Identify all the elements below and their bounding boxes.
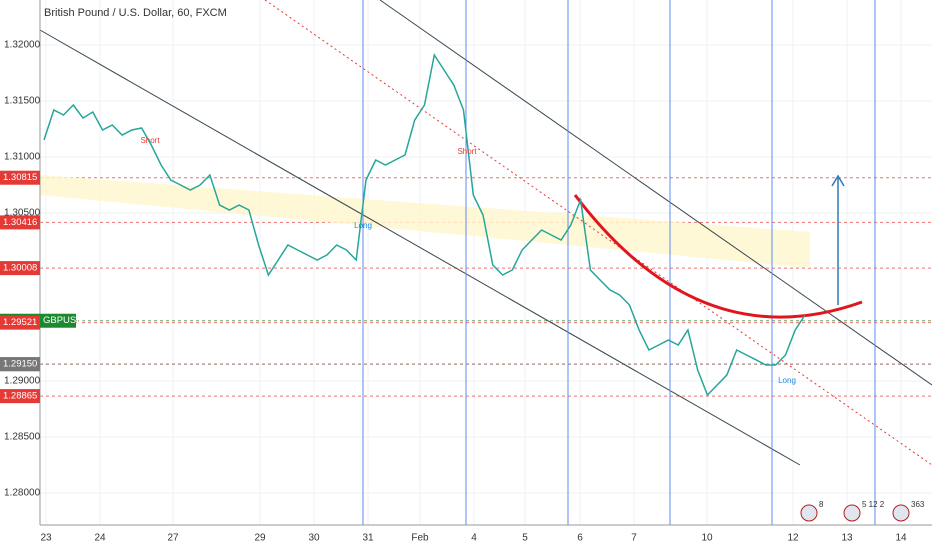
event-icon <box>800 504 818 522</box>
x-tick-label: 31 <box>362 533 374 544</box>
y-tick-label: 1.31000 <box>4 152 41 163</box>
x-tick-label: 24 <box>94 533 106 544</box>
x-tick-label: Feb <box>411 533 429 544</box>
curve <box>573 194 863 319</box>
price-tag-label: 1.30008 <box>3 263 37 274</box>
price-tag <box>0 261 40 276</box>
x-tick-label: 13 <box>841 533 853 544</box>
chart-title: British Pound / U.S. Dollar, 60, FXCM <box>44 7 227 19</box>
grid <box>40 0 932 525</box>
signal-label: Long <box>778 376 796 385</box>
signal-label: Long <box>354 221 372 230</box>
x-tick-label: 10 <box>701 533 713 544</box>
x-tick-label: 12 <box>787 533 799 544</box>
plot <box>43 53 806 397</box>
price-tag <box>0 357 40 372</box>
y-tick-label: 1.28000 <box>4 488 41 499</box>
event-label: 363 <box>911 500 925 509</box>
price-tag <box>0 215 40 230</box>
y-tick-label: 1.28500 <box>4 432 41 443</box>
signal-label: Short <box>140 136 160 145</box>
x-tick-label: 30 <box>308 533 320 544</box>
x-tick-label: 4 <box>471 533 477 544</box>
symbol-tag <box>40 313 76 328</box>
price-tag-label: 1.28865 <box>3 391 37 402</box>
x-tick-label: 27 <box>167 533 179 544</box>
event-label: 8 <box>819 500 824 509</box>
x-tick-label: 14 <box>895 533 907 544</box>
price-line <box>43 53 806 397</box>
x-tick-label: 6 <box>577 533 583 544</box>
event-icon <box>843 504 861 522</box>
price-tags: 1.32000 1.31500 1.31000 1.30500 1.29000 1.285… <box>0 40 925 544</box>
price-tag-label: 1.29521 <box>3 317 37 328</box>
x-tick-label: 23 <box>40 533 52 544</box>
y-tick-label: 1.29000 <box>4 376 41 387</box>
symbol-label: GBPUSD <box>43 315 83 326</box>
price-tag-label: 1.29150 <box>3 359 37 370</box>
x-tick-label: 5 <box>522 533 528 544</box>
price-tag-label: 1.30416 <box>3 217 37 228</box>
price-tag <box>0 389 40 404</box>
y-tick-label: 1.32000 <box>4 40 41 51</box>
x-tick-label: 29 <box>254 533 266 544</box>
y-tick-label: 1.30500 <box>4 208 41 219</box>
drawings <box>39 0 932 525</box>
price-tag <box>0 170 40 185</box>
price-tag-label: 1.30815 <box>3 172 37 183</box>
channel-line <box>379 0 932 386</box>
x-tick-label: 7 <box>631 533 637 544</box>
channel-line <box>39 29 801 466</box>
arrow-head <box>831 174 845 187</box>
price-tag <box>0 315 40 330</box>
event-icon <box>892 504 910 522</box>
event-label: 5 12 2 <box>862 500 885 509</box>
trend-line <box>264 0 932 466</box>
signal-label: Short <box>457 147 477 156</box>
y-tick-label: 1.31500 <box>4 96 41 107</box>
